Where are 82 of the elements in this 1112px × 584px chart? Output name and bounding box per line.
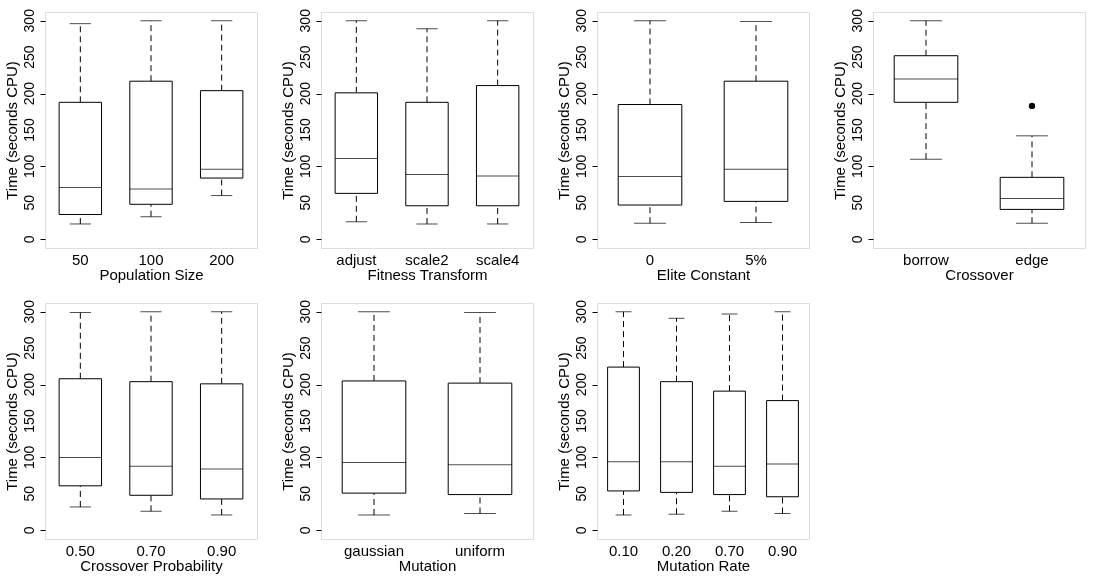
y-tick-label: 300 bbox=[21, 299, 37, 324]
x-axis-title: Population Size bbox=[99, 265, 204, 283]
y-tick-label: 50 bbox=[297, 485, 313, 502]
x-tick-label: 0.10 bbox=[608, 541, 639, 559]
y-tick-label: 150 bbox=[297, 409, 313, 433]
y-tick-label: 0 bbox=[573, 235, 589, 244]
y-tick-label: 50 bbox=[297, 194, 313, 211]
y-tick-label: 200 bbox=[849, 81, 865, 106]
y-tick-label: 300 bbox=[297, 299, 313, 324]
x-tick-label: 100 bbox=[138, 250, 164, 268]
y-tick-label: 0 bbox=[849, 235, 865, 244]
y-tick-label: 250 bbox=[21, 45, 37, 69]
y-tick-label: 300 bbox=[21, 8, 37, 33]
y-tick-label: 150 bbox=[573, 409, 589, 433]
y-tick-label: 200 bbox=[297, 372, 313, 397]
y-tick-label: 200 bbox=[573, 372, 589, 397]
x-axis-title: Fitness Transform bbox=[367, 265, 488, 283]
y-tick-label: 100 bbox=[21, 154, 37, 179]
y-tick-label: 150 bbox=[849, 118, 865, 142]
x-tick-label: 0.70 bbox=[136, 541, 166, 559]
y-tick-label: 200 bbox=[21, 81, 37, 106]
x-tick-label: gaussian bbox=[343, 541, 405, 559]
x-axis-title: Elite Constant bbox=[656, 265, 752, 283]
x-tick-label: scale2 bbox=[405, 250, 449, 268]
x-axis-title: Mutation Rate bbox=[656, 556, 751, 574]
y-tick-label: 150 bbox=[21, 118, 37, 142]
y-tick-label: 250 bbox=[573, 45, 589, 69]
x-tick-label: borrow bbox=[903, 250, 950, 268]
y-tick-label: 100 bbox=[573, 154, 589, 179]
x-axis-title: Crossover Probability bbox=[80, 556, 224, 574]
y-tick-label: 100 bbox=[573, 445, 589, 470]
y-axis-title: Time (seconds CPU) bbox=[3, 61, 20, 200]
y-tick-label: 100 bbox=[297, 445, 313, 470]
x-tick-label: 50 bbox=[71, 250, 89, 268]
y-tick-label: 250 bbox=[297, 45, 313, 69]
y-tick-label: 100 bbox=[21, 445, 37, 470]
y-tick-label: 200 bbox=[21, 372, 37, 397]
y-tick-label: 100 bbox=[297, 154, 313, 179]
y-tick-label: 0 bbox=[21, 235, 37, 244]
x-tick-label: 0.90 bbox=[767, 541, 798, 559]
y-tick-label: 300 bbox=[573, 299, 589, 324]
y-tick-label: 250 bbox=[297, 336, 313, 360]
y-axis-title: Time (seconds CPU) bbox=[279, 61, 296, 200]
y-tick-label: 50 bbox=[21, 194, 37, 211]
y-tick-label: 0 bbox=[297, 526, 313, 535]
x-tick-label: 200 bbox=[209, 250, 235, 268]
y-tick-label: 0 bbox=[297, 235, 313, 244]
y-tick-label: 300 bbox=[573, 8, 589, 33]
y-tick-label: 50 bbox=[573, 485, 589, 502]
x-tick-label: scale4 bbox=[475, 250, 520, 268]
y-tick-label: 0 bbox=[21, 526, 37, 535]
y-tick-label: 300 bbox=[297, 8, 313, 33]
y-axis-title: Time (seconds CPU) bbox=[3, 352, 20, 491]
x-tick-label: 0.90 bbox=[207, 541, 237, 559]
y-tick-label: 150 bbox=[573, 118, 589, 142]
y-axis-title: Time (seconds CPU) bbox=[831, 61, 848, 200]
y-tick-label: 250 bbox=[573, 336, 589, 360]
y-tick-label: 0 bbox=[573, 526, 589, 535]
y-tick-label: 200 bbox=[573, 81, 589, 106]
y-axis-title: Time (seconds CPU) bbox=[279, 352, 296, 491]
y-tick-label: 100 bbox=[849, 154, 865, 179]
y-axis-title: Time (seconds CPU) bbox=[555, 352, 572, 491]
y-tick-label: 200 bbox=[297, 81, 313, 106]
y-tick-label: 50 bbox=[573, 194, 589, 211]
y-tick-label: 50 bbox=[849, 194, 865, 211]
y-tick-label: 300 bbox=[849, 8, 865, 33]
x-axis-title: Mutation bbox=[398, 556, 457, 574]
x-tick-label: 5% bbox=[745, 250, 767, 268]
x-axis-title: Crossover bbox=[945, 265, 1014, 283]
x-tick-label: 0.20 bbox=[661, 541, 692, 559]
x-tick-label: uniform bbox=[454, 541, 506, 559]
x-tick-label: 0.50 bbox=[65, 541, 95, 559]
x-tick-label: adjust bbox=[336, 250, 378, 268]
x-tick-label: 0.70 bbox=[714, 541, 745, 559]
y-tick-label: 150 bbox=[21, 409, 37, 433]
y-tick-label: 250 bbox=[849, 45, 865, 69]
x-tick-label: edge bbox=[1015, 250, 1049, 268]
y-axis-title: Time (seconds CPU) bbox=[555, 61, 572, 200]
y-tick-label: 150 bbox=[297, 118, 313, 142]
x-tick-label: 0 bbox=[645, 250, 655, 268]
y-tick-label: 50 bbox=[21, 485, 37, 502]
y-tick-label: 250 bbox=[21, 336, 37, 360]
